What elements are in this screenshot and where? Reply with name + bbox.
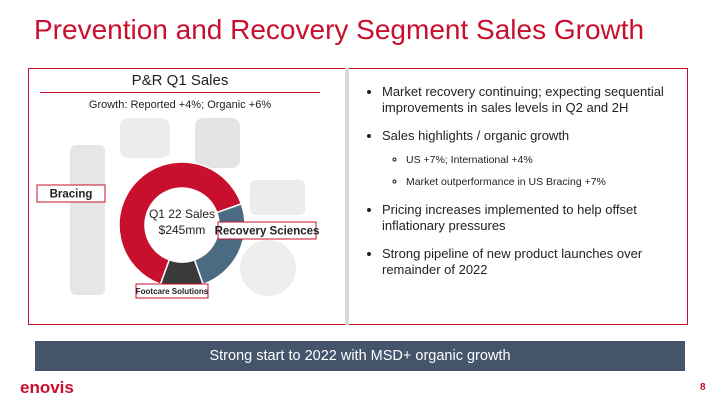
sub-bullets: US +7%; International +4% Market outperfo… — [382, 152, 680, 190]
product-image — [250, 180, 305, 215]
divider — [345, 68, 349, 325]
center-value: $245mm — [159, 223, 206, 237]
legend-box — [135, 283, 209, 299]
legend-label: Bracing — [50, 189, 93, 201]
bullet: Strong pipeline of new product launches … — [382, 246, 680, 278]
banner: Strong start to 2022 with MSD+ organic g… — [35, 341, 685, 371]
product-image — [195, 118, 240, 168]
bullet: Market recovery continuing; expecting se… — [382, 84, 680, 116]
legend-box — [36, 184, 106, 203]
legend-label: Footcare Solutions — [136, 287, 209, 296]
slide-title: Prevention and Recovery Segment Sales Gr… — [34, 14, 645, 45]
product-image — [240, 240, 296, 296]
page-number: 8 — [700, 382, 706, 393]
bullet-list: Market recovery continuing; expecting se… — [360, 84, 680, 290]
legend-label: Recovery Sciences — [215, 226, 320, 238]
chart-title: P&R Q1 Sales — [40, 72, 320, 93]
bullet: Sales highlights / organic growthUS +7%;… — [382, 128, 680, 190]
product-image — [70, 145, 105, 295]
bullet: Pricing increases implemented to help of… — [382, 202, 680, 234]
bullets: Market recovery continuing; expecting se… — [360, 84, 680, 278]
product-image — [120, 118, 170, 158]
donut-chart: Q1 22 Sales $245mm Bracing Recovery Scien… — [36, 118, 320, 299]
logo: enovis — [20, 378, 74, 397]
legend-box — [217, 221, 317, 240]
sub-bullet: US +7%; International +4% — [406, 152, 680, 168]
donut-segment — [118, 161, 243, 286]
content-frame — [28, 68, 688, 325]
chart-subtitle: Growth: Reported +4%; Organic +6% — [88, 99, 272, 111]
center-title: Q1 22 Sales — [149, 207, 215, 221]
sub-bullet: Market outperformance in US Bracing +7% — [406, 174, 680, 190]
